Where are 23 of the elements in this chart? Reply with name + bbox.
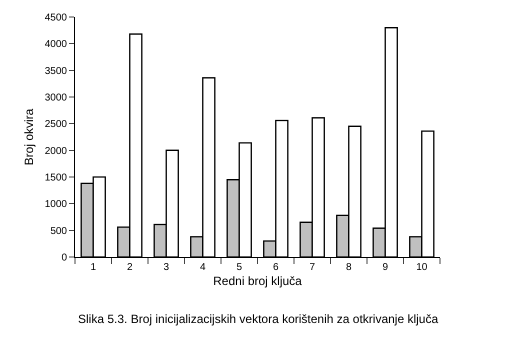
y-tick-label: 4500 [44, 12, 68, 24]
y-axis-title: Broj okvira [22, 108, 36, 166]
x-tick-label: 7 [309, 262, 316, 273]
x-tick-label: 9 [382, 262, 388, 273]
x-tick-label: 1 [90, 262, 96, 273]
y-tick-label: 2000 [44, 146, 68, 157]
y-tick-label: 1000 [44, 199, 68, 210]
y-tick-label: 3000 [44, 92, 68, 104]
x-axis-title: Redni broj ključa [213, 274, 302, 288]
x-tick-label: 10 [416, 262, 428, 273]
text: Slika 5.3. Broj inicijalizacijskih vektora korištenih za otkrivanje ključa [78, 312, 438, 326]
y-tick-label: 3500 [44, 66, 68, 77]
x-tick-label: 2 [126, 262, 133, 273]
x-tick-label: 6 [272, 262, 279, 273]
y-tick-label: 1500 [44, 172, 68, 184]
y-tick-label: 500 [50, 226, 68, 237]
y-tick-label: 2500 [44, 119, 68, 130]
x-tick-label: 8 [346, 262, 352, 273]
x-tick-label: 3 [163, 262, 170, 273]
x-tick-label: 4 [200, 262, 206, 273]
y-tick-label: 0 [61, 252, 68, 264]
x-tick-label: 5 [236, 262, 242, 273]
y-tick-label: 4000 [44, 39, 68, 50]
